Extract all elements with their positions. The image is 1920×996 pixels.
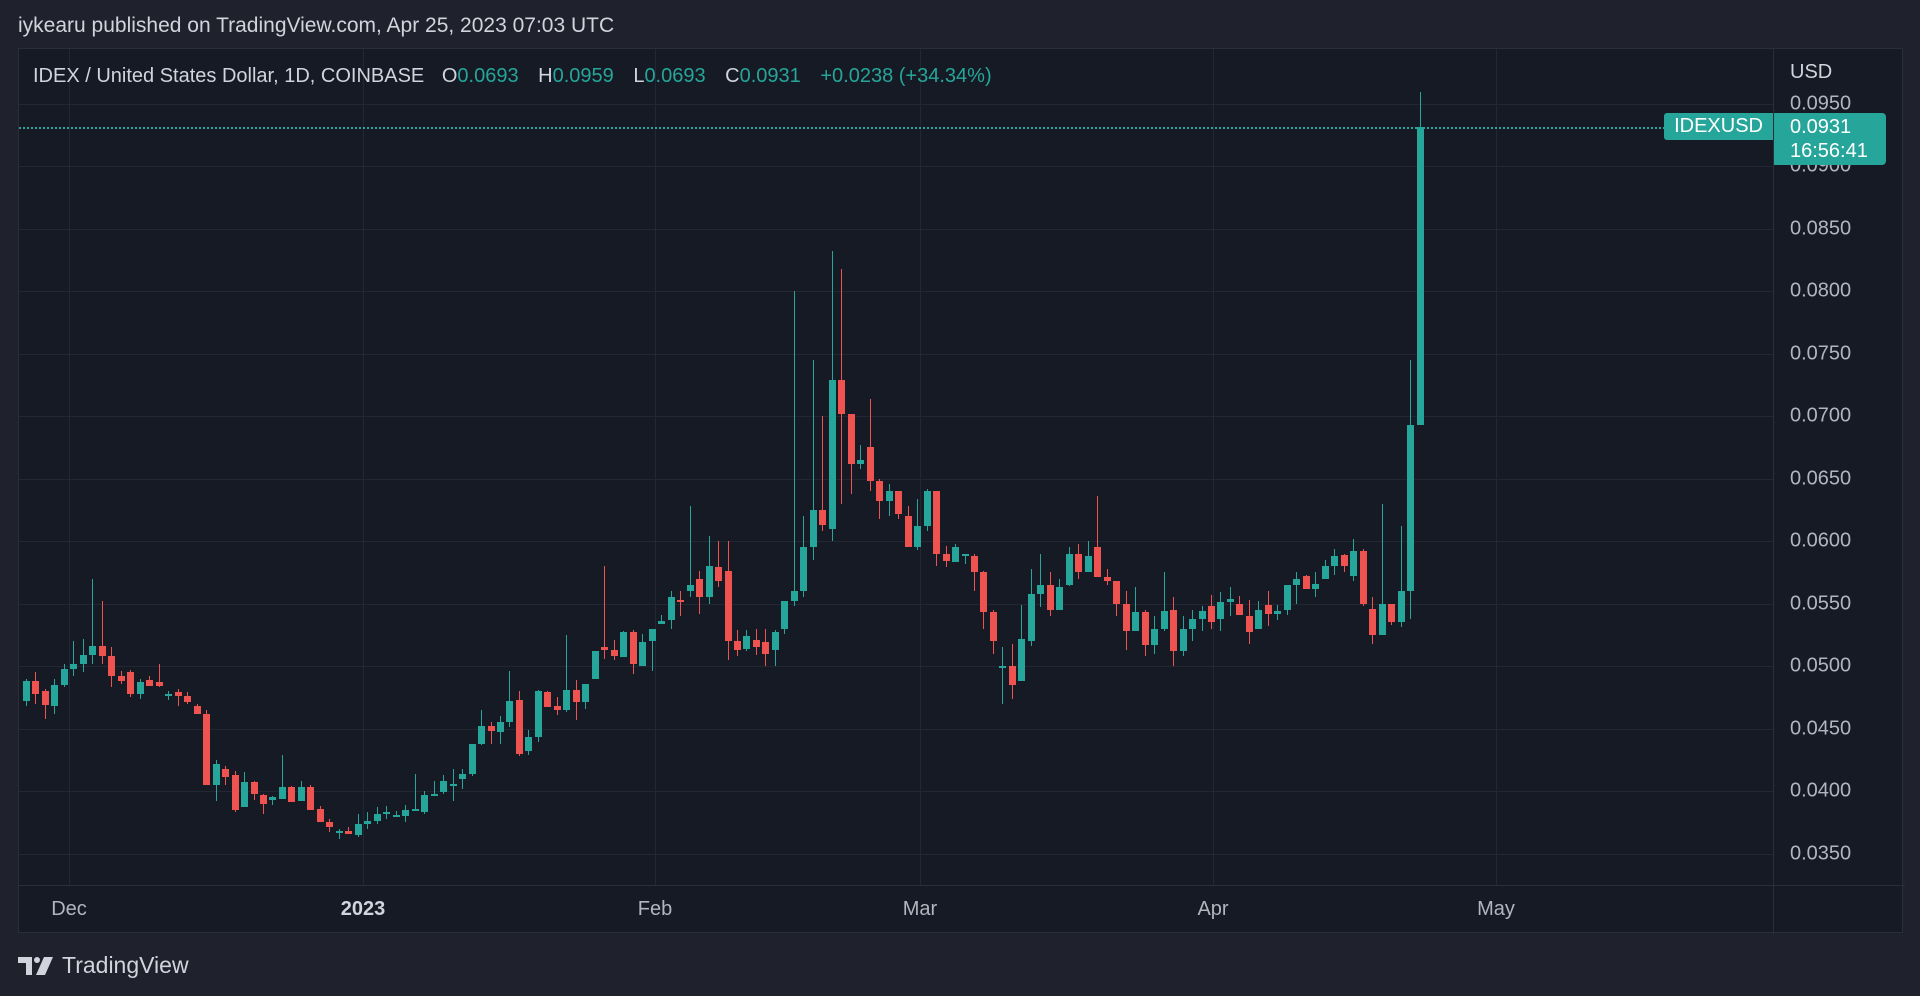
high-value: 0.0959 — [552, 65, 614, 87]
price-tick: 0.0600 — [1790, 529, 1852, 552]
time-tick: Apr — [1197, 898, 1229, 920]
vertical-gridline — [920, 49, 921, 885]
open-label: O — [441, 65, 458, 87]
horizontal-gridline — [19, 103, 1773, 105]
price-axis[interactable]: 0.0350 0.0400 0.0450 0.0500 0.0550 0.0600 0.06… — [1773, 49, 1905, 885]
time-axis[interactable]: Dec 2023 Feb Mar Apr May — [19, 885, 1773, 934]
low-value: 0.0693 — [644, 65, 706, 87]
time-tick: Feb — [637, 898, 673, 920]
horizontal-gridline — [19, 291, 1773, 292]
tradingview-logo-icon — [18, 956, 53, 975]
horizontal-gridline — [19, 353, 1773, 355]
horizontal-gridline — [19, 666, 1773, 667]
time-tick: Mar — [902, 898, 938, 920]
symbol-legend: IDEX / United States Dollar, 1D, COINBAS… — [33, 65, 1006, 88]
bar-countdown: 16:56:41 — [1790, 140, 1868, 163]
low-label: L — [633, 65, 645, 87]
chart-frame: IDEX / United States Dollar, 1D, COINBAS… — [18, 48, 1905, 934]
last-price-value: 0.0931 — [1790, 116, 1852, 139]
vertical-gridline — [655, 49, 656, 885]
horizontal-gridline — [19, 416, 1773, 417]
time-tick: Dec — [51, 898, 87, 920]
price-tick: 0.0400 — [1790, 779, 1852, 802]
vertical-gridline — [1496, 49, 1497, 885]
time-tick: 2023 — [340, 898, 386, 920]
symbol-title: IDEX / United States Dollar, 1D, COINBAS… — [33, 65, 425, 87]
horizontal-gridline — [19, 478, 1773, 480]
time-tick: May — [1477, 898, 1515, 920]
price-tick: 0.0350 — [1790, 842, 1852, 864]
axis-corner — [1773, 885, 1905, 934]
vertical-gridline — [363, 49, 364, 885]
price-tick: 0.0650 — [1790, 467, 1852, 489]
horizontal-gridline — [19, 166, 1773, 167]
horizontal-gridline — [19, 728, 1773, 730]
published-caption: iykearu published on TradingView.com, Ap… — [18, 14, 615, 37]
vertical-gridline — [69, 49, 70, 885]
price-tick: 0.0850 — [1790, 217, 1852, 239]
horizontal-gridline — [19, 603, 1773, 605]
price-tick: 0.0800 — [1790, 279, 1852, 302]
last-price-label: 0.0931 16:56:41 — [1774, 113, 1886, 166]
last-price-line — [19, 127, 1773, 130]
price-tick: 0.0950 — [1790, 92, 1852, 114]
price-tick: 0.0750 — [1790, 342, 1852, 364]
change-value: +0.0238 (+34.34%) — [820, 65, 992, 87]
horizontal-gridline — [19, 541, 1773, 542]
brand-name: TradingView — [62, 952, 189, 978]
high-label: H — [538, 65, 553, 87]
open-value: 0.0693 — [457, 65, 519, 87]
price-tick: 0.0450 — [1790, 717, 1852, 739]
currency-label: USD — [1790, 61, 1833, 83]
symbol-price-tag: IDEXUSD — [1664, 113, 1773, 141]
horizontal-gridline — [19, 791, 1773, 792]
close-label: C — [725, 65, 740, 87]
price-tick: 0.0500 — [1790, 654, 1852, 677]
horizontal-gridline — [19, 853, 1773, 855]
vertical-gridline — [1213, 49, 1214, 885]
price-tick: 0.0700 — [1790, 404, 1852, 427]
price-tick: 0.0550 — [1790, 592, 1852, 614]
close-value: 0.0931 — [739, 65, 801, 87]
horizontal-gridline — [19, 228, 1773, 230]
tradingview-branding[interactable]: TradingView — [18, 952, 189, 979]
plot-area[interactable]: IDEX / United States Dollar, 1D, COINBAS… — [19, 49, 1773, 885]
